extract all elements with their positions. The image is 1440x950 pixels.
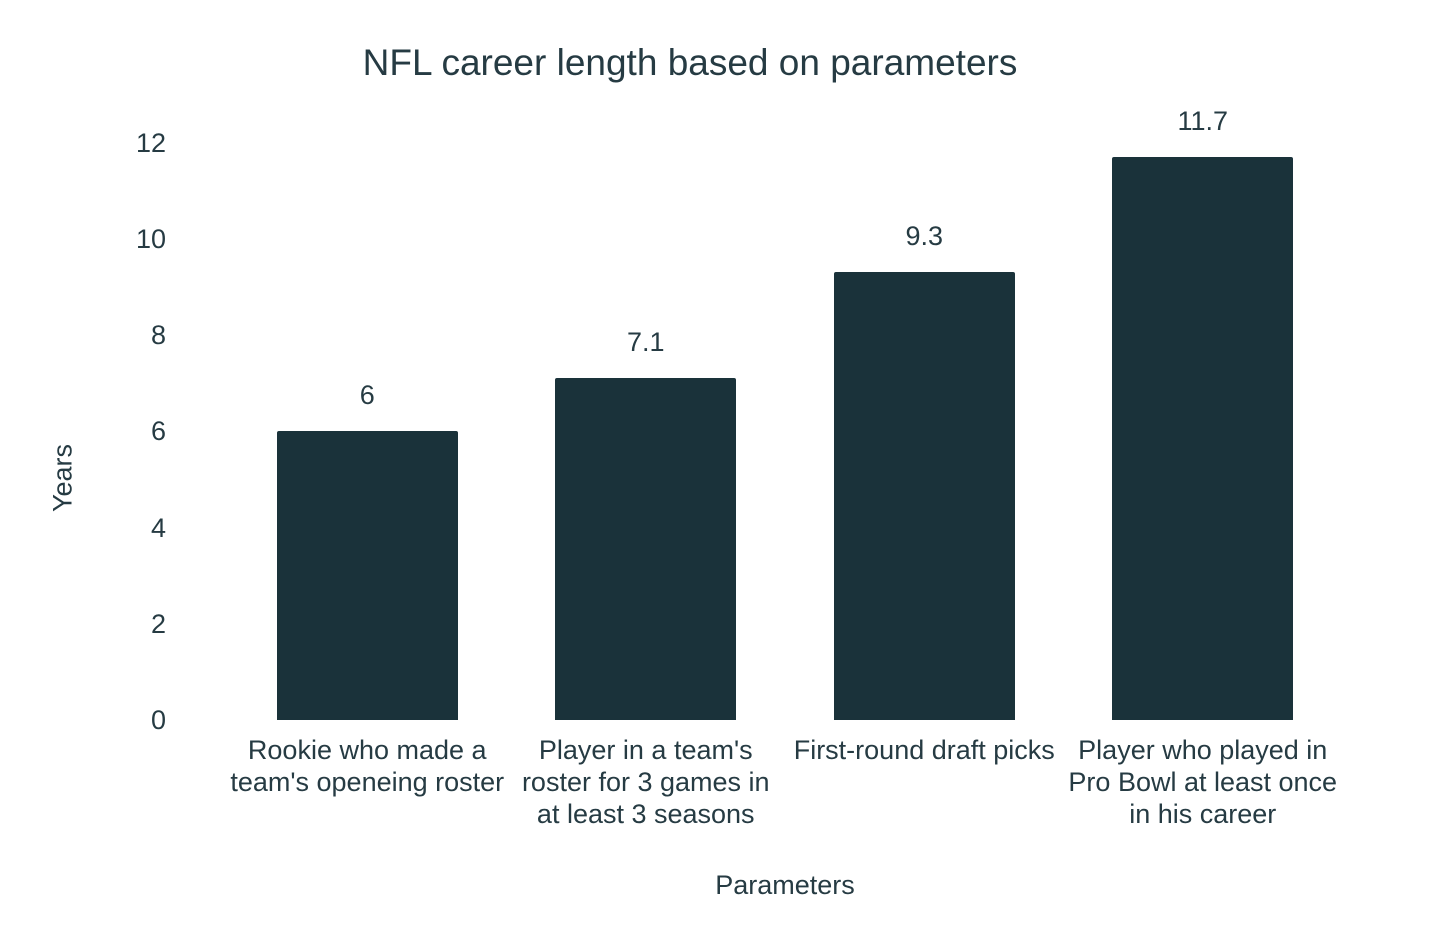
bar-value-label: 7.1 — [626, 327, 665, 358]
x-tick-label-line: roster for 3 games in — [521, 767, 770, 797]
x-tick-label-line: at least 3 seasons — [536, 799, 755, 829]
x-tick-label-line: in his career — [1129, 799, 1277, 829]
y-tick-label: 2 — [150, 608, 166, 639]
x-tick-label: Rookie who made a team's openeing roster — [228, 734, 507, 798]
y-axis-title: Years — [47, 443, 78, 513]
bar — [276, 431, 458, 720]
y-tick-label: 12 — [135, 127, 166, 158]
bar — [1112, 156, 1294, 720]
x-tick-label: Player in a team's roster for 3 games in a… — [507, 734, 786, 830]
x-tick-label-line: team's openeing roster — [230, 767, 505, 797]
y-tick-label: 6 — [150, 416, 166, 447]
x-axis-title: Parameters — [715, 870, 855, 900]
x-tick-label: First-round draft picks — [785, 734, 1064, 766]
x-tick-label-line: Player in a team's — [538, 735, 753, 765]
x-tick-label-line: Rookie who made a — [247, 735, 487, 765]
y-tick-label: 4 — [150, 512, 166, 543]
bar — [833, 272, 1015, 720]
x-tick-label: Player who played in Pro Bowl at least on… — [1064, 734, 1343, 830]
bar-value-label: 9.3 — [905, 221, 944, 252]
y-tick-label: 8 — [150, 320, 166, 350]
x-tick-label-line: First-round draft picks — [793, 735, 1055, 765]
bar — [555, 378, 737, 720]
chart-title: NFL career length based on parameters — [362, 42, 1018, 83]
x-tick-label-line: Player who played in — [1078, 735, 1328, 765]
y-tick-label: 10 — [135, 223, 166, 254]
x-tick-label-line: Pro Bowl at least once — [1068, 767, 1338, 797]
bar-value-label: 11.7 — [1177, 105, 1229, 136]
y-tick-label: 0 — [150, 705, 166, 735]
bar-value-label: 6 — [359, 380, 375, 411]
